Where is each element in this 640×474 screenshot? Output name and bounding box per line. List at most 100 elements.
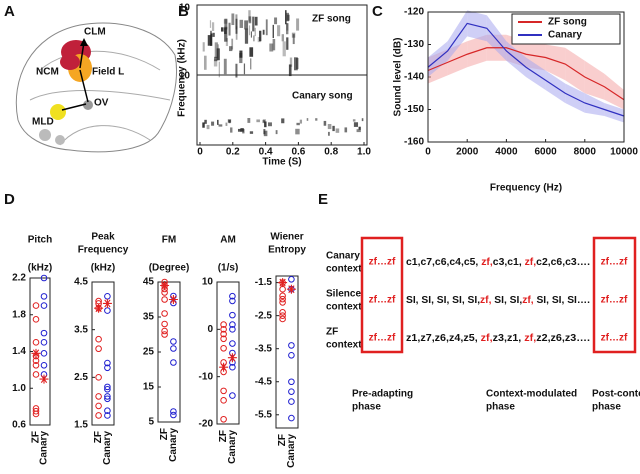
spectrogram-texture <box>211 22 215 31</box>
spectrogram-texture <box>224 26 228 42</box>
region <box>55 135 65 145</box>
error-band <box>584 93 605 116</box>
spectrogram-texture <box>230 127 233 133</box>
spectrogram-texture <box>296 18 300 31</box>
spectrogram-texture <box>217 119 219 125</box>
y-tick-label: 1.0 <box>12 383 26 394</box>
spectrogram-texture <box>277 25 281 37</box>
context-sequence: c1,c7,c6,c4,c5, zf,c3,c1, zf,c2,c6,c3…. <box>406 257 590 268</box>
y-tick-label: 35 <box>143 312 155 323</box>
region <box>39 129 51 141</box>
spectrogram-texture <box>239 19 244 28</box>
y-axis-label: Frequency (kHz) <box>177 39 188 117</box>
y-tick-label: 2.5 <box>74 372 88 383</box>
y-tick-label: 1.5 <box>74 420 88 431</box>
legend-box <box>511 13 621 45</box>
data-point <box>104 393 111 400</box>
data-point <box>279 285 286 293</box>
spectrogram-texture <box>229 46 233 52</box>
data-point <box>95 374 102 381</box>
data-point <box>40 361 48 369</box>
data-point <box>104 412 111 419</box>
spectrogram-texture <box>248 16 252 24</box>
spectrogram-texture <box>250 31 252 38</box>
data-point <box>229 321 236 328</box>
spectrogram-texture <box>207 35 211 46</box>
spectrogram-texture <box>224 18 228 30</box>
spectrogram-texture <box>358 126 361 130</box>
data-point <box>220 321 227 328</box>
spectrogram-texture <box>225 122 228 126</box>
arrow <box>79 41 85 69</box>
y-tick-label: 4.5 <box>74 277 88 288</box>
brain-contour <box>29 90 171 101</box>
mean-marker <box>227 353 237 363</box>
data-point <box>95 335 102 343</box>
data-point <box>95 345 102 353</box>
post-sequence: zf…zf <box>601 257 628 268</box>
spectrogram-texture <box>263 130 268 137</box>
error-band <box>584 60 605 100</box>
error-band <box>486 15 507 61</box>
spectrogram-texture <box>206 124 210 130</box>
x-tick-label: 0.8 <box>324 147 338 158</box>
spectrogram-texture <box>214 56 218 62</box>
x-tick-label: Canary <box>39 431 50 465</box>
x-tick-label: ZF <box>218 430 229 442</box>
spectrogram-texture <box>231 38 234 50</box>
data-point <box>220 397 227 404</box>
spectrogram-texture <box>296 57 299 70</box>
spectrogram-texture <box>237 128 242 132</box>
data-point <box>32 302 40 309</box>
pre-sequence: zf…zf <box>369 257 396 268</box>
line <box>427 22 625 117</box>
arrow-head <box>80 38 88 46</box>
x-tick-label: ZF <box>277 434 288 446</box>
unit-label: (kHz) <box>91 263 115 274</box>
spectrogram-texture <box>265 19 268 36</box>
error-band <box>545 44 566 81</box>
data-point <box>220 344 227 352</box>
y-tick-label: -140 <box>404 72 424 83</box>
spectrogram-texture <box>212 32 215 37</box>
data-point <box>170 411 177 419</box>
region-mld <box>50 104 66 120</box>
region-ov <box>83 100 93 110</box>
x-tick-label: Canary <box>227 430 238 464</box>
spectrogram-texture <box>272 38 276 51</box>
spectrogram-texture <box>286 23 289 31</box>
data-point <box>288 342 295 349</box>
x-tick-label: ZF <box>93 431 104 443</box>
x-tick-label: Canary <box>102 431 113 465</box>
row-label: ZF <box>326 327 338 338</box>
data-point <box>279 295 286 303</box>
data-point <box>104 395 111 403</box>
data-point <box>32 316 40 323</box>
mean-marker <box>102 298 112 308</box>
spectrogram-texture <box>218 124 223 127</box>
sequence-token: z1,z7,z6,z4,z5, <box>406 333 481 344</box>
sequence-token: zf, <box>480 295 492 306</box>
panel-title: Wiener <box>270 232 303 243</box>
data-point <box>40 329 48 337</box>
y-tick-label: 10 <box>179 71 191 82</box>
panel-title: Entropy <box>268 245 306 256</box>
sequence-token: SI, SI, SI…. <box>534 295 591 306</box>
panel-title: Pitch <box>28 235 52 246</box>
y-tick-label: 2.2 <box>12 273 26 284</box>
spectrogram-texture <box>249 47 254 57</box>
spectrogram-texture <box>268 122 272 127</box>
y-tick-label: -150 <box>404 104 424 115</box>
annotation: Canary song <box>292 91 353 102</box>
y-tick-label: 5 <box>148 417 154 428</box>
data-point <box>161 310 168 317</box>
y-tick-label: 25 <box>143 347 155 358</box>
spectrogram-texture <box>248 10 251 22</box>
spectrogram-texture <box>332 125 335 132</box>
spectrogram-texture <box>286 37 289 50</box>
brain-contour <box>39 50 161 71</box>
row-label: context <box>326 302 362 313</box>
spectrogram-texture <box>223 58 227 75</box>
y-axis-label: Sound level (dB) <box>393 38 404 117</box>
spectrogram-texture <box>256 119 260 123</box>
